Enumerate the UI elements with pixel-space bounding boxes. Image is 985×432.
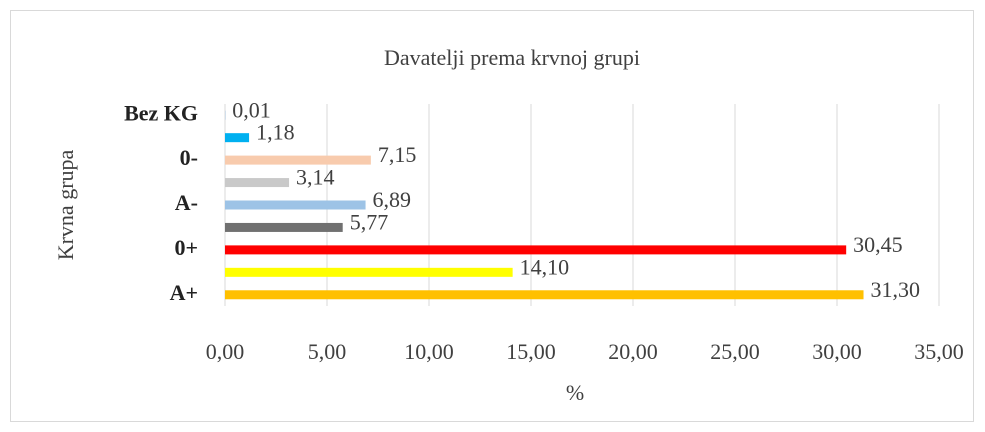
data-label: 31,30	[871, 277, 921, 302]
x-tick-label: 30,00	[812, 339, 862, 364]
chart-frame	[10, 10, 974, 422]
bar	[225, 178, 290, 188]
chart-title: Davatelji prema krvnoj grupi	[384, 45, 640, 70]
data-label: 0,01	[232, 97, 270, 122]
bar	[225, 222, 343, 232]
bar	[225, 245, 847, 255]
data-label: 7,15	[378, 142, 417, 167]
x-tick-label: 5,00	[308, 339, 347, 364]
y-tick-label: 0-	[180, 145, 198, 170]
bar	[225, 267, 513, 277]
bar	[225, 133, 250, 143]
data-label: 5,77	[350, 209, 389, 234]
data-label: 6,89	[373, 187, 412, 212]
data-label: 3,14	[296, 165, 335, 190]
bar	[225, 200, 366, 210]
y-tick-label: Bez KG	[124, 100, 198, 125]
x-tick-label: 15,00	[506, 339, 556, 364]
bar	[225, 155, 371, 165]
y-tick-label: A+	[170, 280, 198, 305]
y-tick-label: A-	[175, 190, 198, 215]
y-tick-label: 0+	[174, 235, 198, 260]
data-label: 30,45	[853, 232, 903, 257]
bar	[225, 290, 864, 300]
y-axis-label: Krvna grupa	[53, 149, 78, 260]
x-tick-label: 20,00	[608, 339, 658, 364]
data-label: 14,10	[520, 254, 570, 279]
x-tick-label: 0,00	[206, 339, 245, 364]
x-tick-label: 25,00	[710, 339, 760, 364]
data-label: 1,18	[256, 120, 295, 145]
x-tick-label: 10,00	[404, 339, 454, 364]
x-axis-label: %	[566, 380, 584, 405]
x-tick-label: 35,00	[914, 339, 964, 364]
